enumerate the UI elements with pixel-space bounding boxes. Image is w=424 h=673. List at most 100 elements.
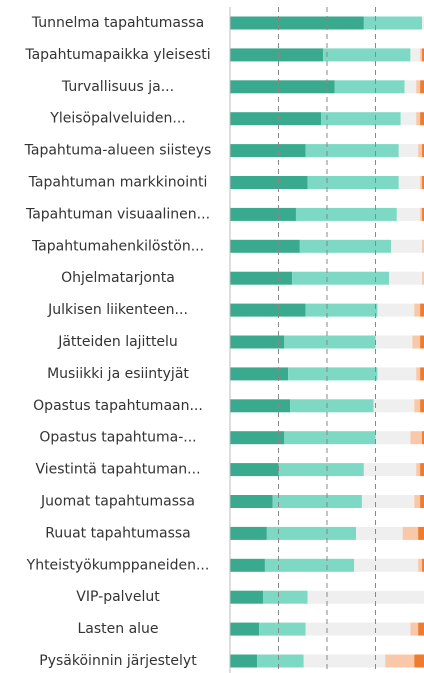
category-label: Ruuat tapahtumassa: [45, 525, 191, 541]
bar-segment: [404, 80, 417, 94]
bar-segment: [230, 48, 324, 62]
bar-segment: [422, 176, 424, 189]
bar-segment: [377, 367, 417, 381]
bar-segment: [414, 495, 421, 508]
bar-segment: [266, 526, 357, 540]
bar-segment: [230, 367, 289, 381]
bar-segment: [422, 144, 424, 158]
bar-segment: [420, 335, 424, 349]
category-label: Tapahtumapaikka yleisesti: [24, 47, 210, 63]
bar-segment: [420, 367, 424, 381]
bar-segment: [230, 558, 265, 572]
bar-segment: [361, 495, 415, 508]
category-label: Tapahtuman markkinointi: [28, 175, 208, 191]
bar-segment: [420, 176, 423, 189]
bar-segment: [400, 112, 417, 126]
bar-segment: [305, 303, 378, 317]
category-label: Opastus tapahtumaan...: [33, 398, 203, 414]
bar-segment: [389, 271, 423, 285]
bar-segment: [334, 80, 405, 94]
category-label: Tapahtuma-alueen siisteys: [24, 143, 212, 159]
category-label: Juomat tapahtumassa: [40, 494, 195, 510]
bar-segment: [288, 367, 378, 381]
category-label: Lasten alue: [77, 621, 158, 637]
bar-segment: [420, 463, 424, 477]
bar-segment: [420, 80, 424, 94]
bar-segment: [299, 239, 392, 253]
bar-segment: [414, 303, 421, 317]
bar-segment: [416, 80, 421, 94]
bar-segment: [284, 431, 376, 445]
bar-segment: [230, 144, 306, 158]
bar-segment: [230, 335, 285, 349]
bar-segment: [295, 207, 397, 221]
category-label: Yhteistyökumppaneiden...: [26, 557, 210, 573]
bar-segment: [323, 48, 411, 62]
bar-segment: [418, 144, 423, 158]
bar-segment: [259, 622, 306, 636]
bar-segment: [391, 239, 423, 253]
bar-segment: [420, 207, 423, 221]
bar-segment: [396, 207, 421, 221]
bar-segment: [303, 654, 386, 668]
bar-segment: [230, 112, 322, 126]
bar-segment: [418, 526, 424, 540]
bar-segment: [230, 463, 279, 477]
bar-segment: [422, 271, 424, 285]
bar-segment: [230, 590, 263, 604]
bar-segment: [230, 526, 267, 540]
category-label: Turvallisuus ja...: [61, 79, 174, 95]
category-label: VIP-palvelut: [76, 589, 160, 605]
bar-segment: [305, 622, 411, 636]
bar-segment: [356, 526, 403, 540]
bar-segment: [398, 176, 421, 189]
bar-segment: [422, 558, 424, 572]
bar-segment: [321, 112, 401, 126]
bar-segment: [230, 622, 260, 636]
bar-segment: [422, 239, 424, 253]
bar-segment: [410, 48, 421, 62]
bar-segment: [420, 495, 424, 508]
bar-segment: [385, 654, 415, 668]
bar-segment: [414, 399, 421, 413]
bar-segment: [230, 16, 364, 30]
bar-segment: [230, 431, 285, 445]
category-label: Jätteiden lajittelu: [57, 334, 178, 350]
bar-segment: [416, 367, 421, 381]
bar-segment: [262, 590, 308, 604]
bar-segment: [354, 558, 419, 572]
bar-segment: [230, 303, 306, 317]
bar-segment: [264, 558, 355, 572]
bar-segment: [422, 207, 424, 221]
bar-segment: [418, 558, 423, 572]
bar-segment: [416, 112, 421, 126]
bar-segment: [420, 399, 424, 413]
bar-segment: [290, 399, 374, 413]
bar-segment: [230, 399, 291, 413]
bar-segment: [363, 16, 423, 30]
bar-segment: [307, 176, 399, 189]
bar-segment: [363, 463, 417, 477]
category-label: Musiikki ja esiintyjät: [47, 366, 189, 382]
bar-segment: [414, 654, 424, 668]
bar-segment: [420, 112, 424, 126]
bar-segment: [284, 335, 376, 349]
category-label: Viestintä tapahtuman...: [35, 462, 200, 478]
bar-segment: [230, 176, 308, 189]
category-label: Tapahtuman visuaalinen...: [25, 206, 210, 222]
bar-segment: [375, 431, 411, 445]
bar-segment: [257, 654, 304, 668]
bar-segment: [420, 48, 423, 62]
bar-segment: [278, 463, 364, 477]
bar-segment: [305, 144, 399, 158]
bar-segment: [230, 271, 293, 285]
bar-segment: [418, 622, 424, 636]
bar-segment: [230, 654, 258, 668]
bar-segment: [420, 303, 424, 317]
category-label: Tapahtumahenkilöstön...: [31, 238, 204, 254]
bar-segment: [230, 80, 335, 94]
bar-segment: [422, 48, 424, 62]
category-label: Yleisöpalveluiden...: [49, 111, 185, 127]
bar-segment: [377, 303, 415, 317]
